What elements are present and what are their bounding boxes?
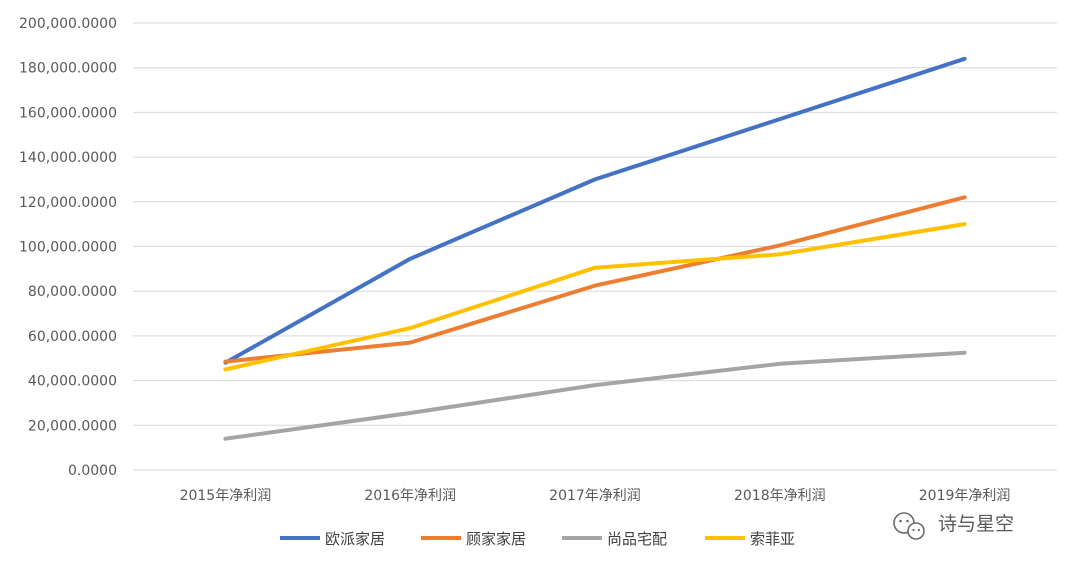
y-tick-label: 140,000.0000	[19, 150, 117, 166]
y-tick-label: 100,000.0000	[19, 240, 117, 256]
x-tick-label: 2017年净利润	[549, 488, 641, 504]
y-axis-ticks: 0.0000 20,000.0000 40,000.0000 60,000.0000 8…	[19, 16, 117, 479]
legend-item: 索菲亚	[705, 530, 795, 548]
x-tick-label: 2018年净利润	[734, 488, 826, 504]
gridlines	[133, 22, 1057, 471]
y-tick-label: 40,000.0000	[28, 374, 117, 390]
x-tick-label: 2019年净利润	[919, 488, 1011, 504]
legend-item: 尚品宅配	[562, 530, 667, 548]
series-line-3	[223, 222, 967, 372]
y-tick-label: 160,000.0000	[19, 105, 117, 121]
watermark: 诗与星空	[893, 512, 1014, 540]
y-tick-label: 60,000.0000	[28, 329, 117, 345]
x-tick-label: 2016年净利润	[364, 488, 456, 504]
x-tick-label: 2015年净利润	[180, 488, 272, 504]
legend-label: 顾家家居	[466, 530, 526, 548]
y-tick-label: 20,000.0000	[28, 418, 117, 434]
series-line-2	[223, 350, 967, 441]
watermark-text: 诗与星空	[938, 513, 1014, 535]
series-line-0	[223, 56, 967, 365]
legend: 欧派家居 顾家家居 尚品宅配 索菲亚	[280, 530, 795, 548]
legend-label: 尚品宅配	[607, 530, 667, 548]
series-line-1	[223, 195, 967, 364]
wechat-icon	[893, 512, 925, 540]
y-tick-label: 180,000.0000	[19, 61, 117, 77]
y-tick-label: 0.0000	[68, 463, 117, 479]
x-axis-ticks: 2015年净利润 2016年净利润 2017年净利润 2018年净利润 2019年净利润	[180, 488, 1011, 504]
legend-label: 索菲亚	[750, 530, 795, 548]
legend-item: 顾家家居	[421, 530, 526, 548]
y-tick-label: 200,000.0000	[19, 16, 117, 32]
legend-label: 欧派家居	[325, 530, 385, 548]
y-tick-label: 80,000.0000	[28, 284, 117, 300]
legend-item: 欧派家居	[280, 530, 385, 548]
y-tick-label: 120,000.0000	[19, 195, 117, 211]
series-lines	[223, 56, 967, 441]
